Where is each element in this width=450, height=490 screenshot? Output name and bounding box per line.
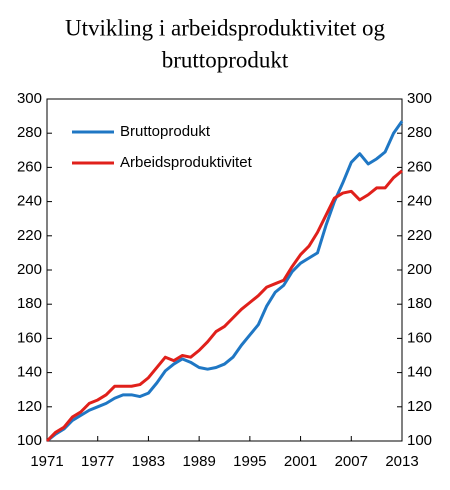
chart-title: Utvikling i arbeidsproduktivitet og	[65, 15, 386, 40]
y-tick-label: 100	[17, 432, 42, 449]
y2-tick-label: 140	[407, 364, 432, 381]
y2-tick-label: 120	[407, 398, 432, 415]
y-tick-label: 200	[17, 261, 42, 278]
y-tick-label: 160	[17, 329, 42, 346]
line-series	[46, 120, 404, 443]
line-series	[45, 169, 403, 443]
x-tick-label: 1971	[30, 453, 63, 470]
legend-label: Arbeidsproduktivitet	[120, 154, 253, 171]
y-tick-label: 280	[17, 124, 42, 141]
x-tick-label: 1989	[182, 453, 215, 470]
legend-label: Bruttoprodukt	[120, 123, 211, 140]
y2-tick-label: 180	[407, 295, 432, 312]
x-tick-label: 1995	[233, 453, 266, 470]
y2-tick-label: 220	[407, 227, 432, 244]
y2-tick-label: 200	[407, 261, 432, 278]
y2-tick-label: 260	[407, 158, 432, 175]
y-tick-label: 140	[17, 364, 42, 381]
y-tick-label: 180	[17, 295, 42, 312]
x-tick-label: 2007	[335, 453, 368, 470]
x-tick-label: 2013	[385, 453, 418, 470]
x-tick-label: 1977	[81, 453, 114, 470]
y-tick-label: 220	[17, 227, 42, 244]
y2-tick-label: 160	[407, 329, 432, 346]
y2-tick-label: 240	[407, 193, 432, 210]
y2-tick-label: 100	[407, 432, 432, 449]
chart-title: bruttoprodukt	[162, 47, 289, 72]
y-tick-label: 300	[17, 90, 42, 107]
y-tick-label: 120	[17, 398, 42, 415]
y2-tick-label: 280	[407, 124, 432, 141]
x-tick-label: 1983	[132, 453, 165, 470]
y-tick-label: 260	[17, 158, 42, 175]
y2-tick-label: 300	[407, 90, 432, 107]
y-tick-label: 240	[17, 193, 42, 210]
x-tick-label: 2001	[284, 453, 317, 470]
plot-frame	[46, 98, 403, 442]
